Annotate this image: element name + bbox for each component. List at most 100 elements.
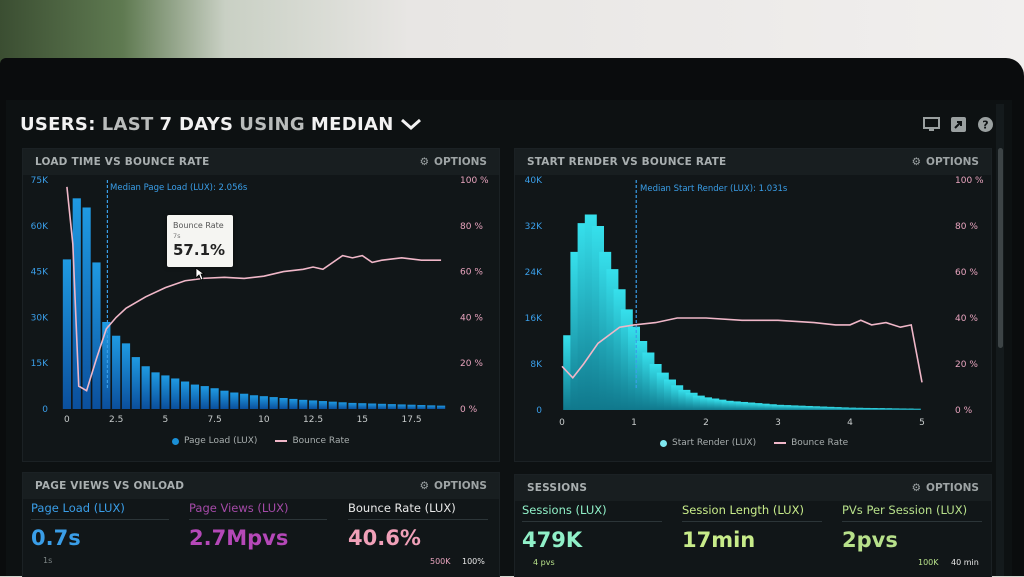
bar [299,399,308,409]
y2-tick-label: 20 % [460,359,483,369]
legend-label: Page Load (LUX) [184,436,258,446]
title-median: MEDIAN [310,113,394,135]
corner-value: 500K [430,557,451,566]
bar [230,392,239,409]
bar [180,381,190,409]
share-icon[interactable] [950,116,967,133]
metric-session-length[interactable]: Session Length (LUX) 17min [682,503,822,552]
y-tick-label: 32K [525,222,543,232]
options-button[interactable]: ⚙ OPTIONS [420,156,487,168]
metric-bounce-rate[interactable]: Bounce Rate (LUX) 40.6% [348,501,488,550]
bar [872,408,885,410]
gear-icon: ⚙ [911,156,922,168]
bar [368,403,377,409]
x-tick-label: 2 [703,418,709,428]
bar [764,404,777,410]
divider [682,521,822,522]
bar [757,403,770,410]
metric-sub: 4 pvs [533,558,555,567]
bar [131,357,140,409]
bar [318,401,328,409]
bar [259,396,268,409]
y2-tick-label: 0 % [460,405,478,415]
bar [822,406,835,410]
bar [800,405,813,410]
bar [808,406,820,410]
y-tick-label: 24K [525,268,543,278]
toolbar-icons: ? [923,116,994,133]
y-tick-label: 45K [31,268,49,278]
bar [736,401,748,410]
bar [249,395,259,409]
bar [387,404,396,409]
divider [842,521,982,522]
scrollbar-thumb[interactable] [998,148,1003,348]
metric-sessions[interactable]: Sessions (LUX) 479K [522,503,662,552]
options-button[interactable]: ⚙ OPTIONS [912,156,979,168]
legend-item-start-render[interactable]: Start Render (LUX) [660,438,756,448]
options-button[interactable]: ⚙ OPTIONS [912,482,979,494]
bar [793,405,806,410]
bar [750,403,763,410]
bar [328,401,337,409]
legend-swatch [660,439,667,447]
legend-item-bounce-rate[interactable]: Bounce Rate [275,436,350,446]
bar [141,366,150,409]
x-tick-label: 3 [775,418,781,428]
y-tick-label: 8K [530,360,543,370]
title-last: LAST [101,113,154,135]
options-button[interactable]: ⚙ OPTIONS [420,480,487,492]
bar [880,408,892,410]
metric-value: 2.7Mpvs [189,526,289,550]
cursor-icon [195,266,206,285]
legend: Start Render (LUX) Bounce Rate [660,438,848,448]
y2-tick-label: 20 % [955,360,978,370]
legend-item-page-load[interactable]: Page Load (LUX) [172,436,257,446]
legend-item-bounce-rate[interactable]: Bounce Rate [774,438,848,448]
x-tick-label: 5 [163,415,169,425]
bar [289,398,298,409]
panel-title: START RENDER VS BOUNCE RATE [527,156,727,168]
bar [190,384,200,409]
bar [858,407,871,410]
bar [714,399,727,410]
metric-pvs-per-session[interactable]: PVs Per Session (LUX) 2pvs [842,503,982,552]
panel-header: START RENDER VS BOUNCE RATE ⚙ OPTIONS [515,149,991,175]
bar [728,401,741,410]
legend-swatch [275,440,288,442]
panel-header: SESSIONS ⚙ OPTIONS [515,475,991,501]
metric-label: Session Length (LUX) [682,503,804,517]
y-tick-label: 60K [31,222,49,232]
y-tick-label: 40K [525,176,543,186]
options-label: OPTIONS [926,156,979,168]
bar [427,405,436,409]
x-tick-label: 0 [559,418,565,428]
metric-value: 479K [522,528,583,552]
metric-value: 40.6% [348,526,421,550]
bar [707,398,720,410]
metric-page-load[interactable]: Page Load (LUX) 0.7s [31,501,169,550]
legend-label: Start Render (LUX) [672,438,757,448]
chevron-down-icon[interactable] [400,117,422,131]
bar [308,400,318,409]
tooltip-value: 57.1% [173,241,226,259]
metric-page-views[interactable]: Page Views (LUX) 2.7Mpvs [189,501,327,550]
y2-tick-label: 40 % [955,314,978,324]
options-label: OPTIONS [434,156,487,168]
bar [397,404,406,409]
corner-value: 40 min [951,558,979,567]
y2-tick-label: 40 % [460,313,483,323]
title-users: USERS: [20,113,96,135]
x-tick-label: 2.5 [109,415,123,425]
gear-icon: ⚙ [911,482,922,494]
metric-value: 17min [682,528,756,552]
divider [522,521,662,522]
bar [220,390,229,409]
page-title[interactable]: USERS: LAST 7 DAYS USING MEDIAN [20,112,422,136]
legend: Page Load (LUX) Bounce Rate [172,436,350,446]
monitor-icon[interactable] [923,116,940,133]
bar [436,405,446,409]
help-icon[interactable]: ? [977,116,994,133]
options-label: OPTIONS [434,480,487,492]
bar [894,408,907,410]
